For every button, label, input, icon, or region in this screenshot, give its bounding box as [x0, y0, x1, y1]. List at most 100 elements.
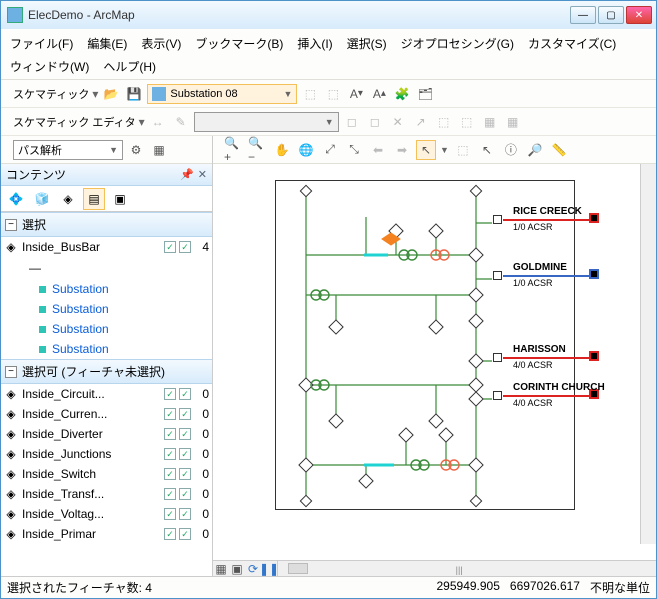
measure-icon[interactable]: 📏: [549, 140, 569, 160]
zoom-fixed-in-icon[interactable]: ⤢: [320, 140, 340, 160]
layer-row[interactable]: ◈Inside_Diverter✓✓0: [1, 424, 212, 444]
layer-row[interactable]: ◈Inside_Primar✓✓0: [1, 524, 212, 544]
menu-file[interactable]: ファイル(F): [7, 33, 76, 54]
status-bar: 選択されたフィーチャ数: 4 295949.905 6697026.617 不明…: [1, 576, 656, 598]
pause-icon[interactable]: ❚❚: [261, 559, 277, 579]
extent-icon[interactable]: ⬚: [300, 84, 320, 104]
editor-toolbar: スケマティック エディタ▾ ↔ ✎ ▼ ◻ ◻ ✕ ↗ ⬚ ⬚ ▦ ▦: [1, 108, 656, 136]
substation-item[interactable]: Substation: [1, 299, 212, 319]
menu-customize[interactable]: カスタマイズ(C): [525, 33, 619, 54]
zoom-fixed-out-icon[interactable]: ⤡: [344, 140, 364, 160]
feeder-sublabel: 1/0 ACSR: [513, 278, 553, 288]
app-icon: [7, 7, 23, 23]
ed4-icon[interactable]: ↗: [411, 112, 431, 132]
pin-icon[interactable]: 📌: [180, 168, 194, 181]
menu-bookmark[interactable]: ブックマーク(B): [192, 33, 286, 54]
toc-close-icon[interactable]: ✕: [198, 168, 207, 181]
zoom-out-icon[interactable]: 🔍−: [248, 140, 268, 160]
tool2-icon[interactable]: 🗂: [415, 84, 435, 104]
feeder-sublabel: 4/0 ACSR: [513, 398, 553, 408]
extent2-icon[interactable]: ⬚: [323, 84, 343, 104]
schematic-combo-value: Substation 08: [170, 88, 237, 100]
toc-header: コンテンツ 📌 ✕: [1, 164, 212, 186]
feeder-sublabel: 4/0 ACSR: [513, 360, 553, 370]
select-tool-icon[interactable]: ↖: [416, 140, 436, 160]
ed-move-icon[interactable]: ↔: [148, 112, 168, 132]
fwd-icon[interactable]: ➡: [392, 140, 412, 160]
open-icon[interactable]: 📂: [101, 84, 121, 104]
menu-view[interactable]: 表示(V): [138, 33, 184, 54]
menu-select[interactable]: 選択(S): [344, 33, 390, 54]
menu-help[interactable]: ヘルプ(H): [100, 56, 159, 77]
ed3-icon[interactable]: ✕: [388, 112, 408, 132]
layer-row[interactable]: ◈Inside_Transf...✓✓0: [1, 484, 212, 504]
schematic-combo[interactable]: Substation 08 ▼: [147, 84, 297, 104]
tool1-icon[interactable]: 🧩: [392, 84, 412, 104]
save-icon[interactable]: 💾: [124, 84, 144, 104]
map-view[interactable]: RICE CREECK1/0 ACSRGOLDMINE1/0 ACSRHARIS…: [213, 164, 656, 560]
find-icon[interactable]: 🔎: [525, 140, 545, 160]
font-up-icon[interactable]: A▴: [369, 84, 389, 104]
minimize-button[interactable]: —: [570, 6, 596, 24]
toc-tab-source[interactable]: 🧊: [31, 188, 53, 210]
analysis-combo[interactable]: パス解析▼: [13, 140, 123, 160]
vscrollbar[interactable]: [640, 164, 656, 544]
layer-row[interactable]: ◈Inside_Voltag...✓✓0: [1, 504, 212, 524]
ed-edit-icon[interactable]: ✎: [171, 112, 191, 132]
layer-row[interactable]: ◈Inside_Switch✓✓0: [1, 464, 212, 484]
pan-icon[interactable]: ✋: [272, 140, 292, 160]
ed6-icon[interactable]: ⬚: [457, 112, 477, 132]
editor-label: スケマティック エディタ: [13, 114, 136, 130]
ed8-icon[interactable]: ▦: [503, 112, 523, 132]
group-selection[interactable]: −選択: [1, 212, 212, 237]
toc-tab-selection[interactable]: ▤: [83, 188, 105, 210]
layer-row[interactable]: ◈Inside_Junctions✓✓0: [1, 444, 212, 464]
map-panel: 🔍+ 🔍− ✋ 🌐 ⤢ ⤡ ⬅ ➡ ↖▼ ⬚ ↖ ⓘ 🔎 📏: [213, 136, 656, 576]
close-button[interactable]: ✕: [626, 6, 652, 24]
layer-busbar[interactable]: ◈ Inside_BusBar ✓✓ 4: [1, 237, 212, 257]
analysis-run-icon[interactable]: ⚙: [126, 140, 146, 160]
layer-row[interactable]: ◈Inside_Circuit...✓✓0: [1, 384, 212, 404]
analysis-opt-icon[interactable]: ▦: [149, 140, 169, 160]
substation-item[interactable]: Substation: [1, 339, 212, 359]
status-x: 295949.905: [437, 579, 500, 596]
ed2-icon[interactable]: ◻: [365, 112, 385, 132]
toc-tab-draworder[interactable]: 💠: [5, 188, 27, 210]
menu-geoprocessing[interactable]: ジオプロセシング(G): [398, 33, 517, 54]
pointer-icon[interactable]: ↖: [477, 140, 497, 160]
editor-combo[interactable]: ▼: [194, 112, 339, 132]
toc-title: コンテンツ: [6, 166, 66, 183]
group-selectable[interactable]: −選択可 (フィーチャ未選択): [1, 359, 212, 384]
toc-tab-visibility[interactable]: ◈: [57, 188, 79, 210]
identify-icon[interactable]: ⓘ: [501, 140, 521, 160]
ed1-icon[interactable]: ◻: [342, 112, 362, 132]
feeder-sublabel: 1/0 ACSR: [513, 222, 553, 232]
full-extent-icon[interactable]: 🌐: [296, 140, 316, 160]
menu-window[interactable]: ウィンドウ(W): [7, 56, 92, 77]
toc-tab-options[interactable]: ▣: [109, 188, 131, 210]
map-toolbar: 🔍+ 🔍− ✋ 🌐 ⤢ ⤡ ⬅ ➡ ↖▼ ⬚ ↖ ⓘ 🔎 📏: [213, 136, 656, 164]
menu-insert[interactable]: 挿入(I): [294, 33, 335, 54]
analysis-toolbar: パス解析▼ ⚙ ▦: [1, 136, 212, 164]
title-bar: ElecDemo - ArcMap — ▢ ✕: [1, 1, 656, 29]
ed7-icon[interactable]: ▦: [480, 112, 500, 132]
status-y: 6697026.617: [510, 579, 580, 596]
clear-sel-icon[interactable]: ⬚: [453, 140, 473, 160]
substation-item[interactable]: Substation: [1, 279, 212, 299]
zoom-in-icon[interactable]: 🔍+: [224, 140, 244, 160]
hscrollbar[interactable]: |||: [277, 561, 656, 576]
toc-list: −選択 ◈ Inside_BusBar ✓✓ 4 — SubstationSub…: [1, 212, 212, 576]
ed5-icon[interactable]: ⬚: [434, 112, 454, 132]
feeder-label: HARISSON: [513, 344, 566, 355]
toc-tabs: 💠 🧊 ◈ ▤ ▣: [1, 186, 212, 212]
analysis-value: パス解析: [18, 142, 62, 158]
back-icon[interactable]: ⬅: [368, 140, 388, 160]
layout-view-icon[interactable]: ▣: [229, 559, 245, 579]
data-view-icon[interactable]: ▦: [213, 559, 229, 579]
maximize-button[interactable]: ▢: [598, 6, 624, 24]
font-down-icon[interactable]: A▾: [346, 84, 366, 104]
feeder-label: CORINTH CHURCH: [513, 382, 605, 393]
layer-row[interactable]: ◈Inside_Curren...✓✓0: [1, 404, 212, 424]
substation-item[interactable]: Substation: [1, 319, 212, 339]
menu-edit[interactable]: 編集(E): [84, 33, 130, 54]
